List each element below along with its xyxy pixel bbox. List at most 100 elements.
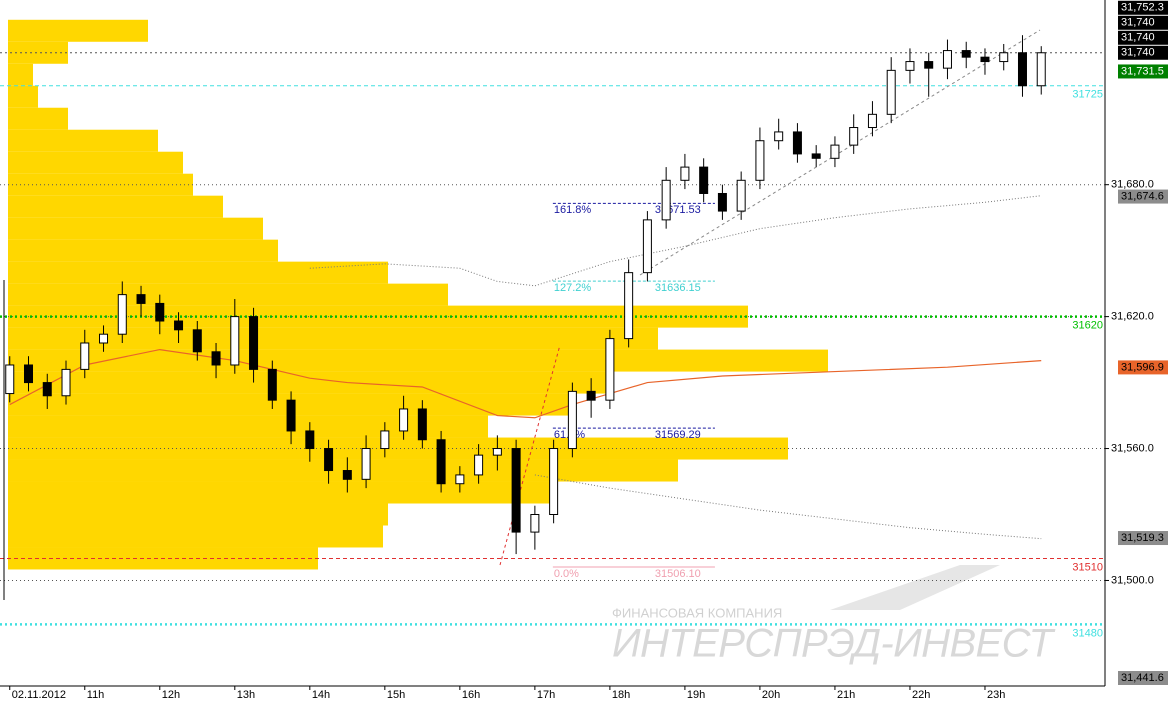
x-tick-label: 15h	[387, 689, 405, 701]
fib-value: 31506.10	[655, 568, 701, 580]
candle-body	[249, 316, 259, 370]
x-tick-label: 20h	[762, 689, 780, 701]
candle-body	[624, 272, 634, 340]
price-tag-label: 31,740	[1121, 47, 1155, 59]
x-tick-label: 11h	[87, 689, 105, 701]
candle-body	[286, 399, 296, 432]
price-tag	[1118, 0, 1168, 15]
volume-profile-bar	[8, 327, 658, 350]
candle-body	[361, 448, 371, 480]
candle-body	[80, 342, 90, 370]
price-tag	[1118, 45, 1168, 60]
candle-body	[849, 127, 859, 146]
candle-body	[155, 302, 165, 322]
candle-body	[830, 144, 840, 159]
candle-body	[5, 364, 15, 395]
candle-body	[680, 166, 690, 181]
volume-profile-bar	[8, 283, 448, 306]
candle-body	[605, 338, 615, 401]
candle-body	[230, 316, 240, 366]
price-tag-label: 31,740	[1121, 17, 1155, 29]
candle-body	[511, 448, 521, 533]
candle-body	[980, 56, 990, 63]
candle-body	[717, 192, 727, 212]
candle-body	[567, 390, 577, 450]
volume-profile-bar	[8, 437, 788, 460]
moving-average	[9, 348, 1042, 419]
candle-body	[399, 408, 409, 432]
price-tag-label: 31,441.6	[1121, 672, 1164, 684]
price-tag-label: 31,752.3	[1121, 2, 1164, 14]
price-tag-label: 31,674.6	[1121, 190, 1164, 202]
fib-trend-line	[499, 344, 561, 566]
price-tag-label: 31,596.9	[1121, 361, 1164, 373]
fib-percent: 0.0%	[554, 568, 579, 580]
watermark: ФИНАНСОВАЯ КОМПАНИЯ ИНТЕРСПРЭД-ИНВЕСТ	[612, 565, 1053, 666]
volume-profile-bar	[8, 195, 223, 218]
price-tag	[1118, 64, 1168, 79]
candle-body	[699, 166, 709, 194]
candle-body	[267, 368, 277, 401]
candle-body	[211, 351, 221, 366]
candle-body	[24, 364, 34, 384]
candle-body	[99, 333, 109, 344]
x-tick-label: 22h	[912, 689, 930, 701]
candle-body	[1017, 52, 1027, 87]
fib-value: 31569.29	[655, 429, 701, 441]
trend-line	[639, 29, 1041, 276]
price-tag	[1118, 15, 1168, 30]
candle-body	[305, 430, 315, 450]
band-line	[309, 195, 1042, 287]
volume-profile-bar	[8, 305, 748, 328]
candle-body	[342, 470, 352, 480]
candle-body	[324, 448, 334, 472]
volume-profile-bar	[8, 107, 68, 130]
candle-body	[755, 140, 765, 181]
candle-body	[961, 50, 971, 58]
candle-body	[117, 294, 127, 335]
candle-body	[586, 390, 596, 401]
price-tag	[1118, 531, 1168, 546]
volume-profile-bar	[8, 151, 183, 174]
candle-body	[867, 113, 877, 129]
volume-profile-bar	[8, 129, 158, 152]
x-tick-label: 18h	[612, 689, 630, 701]
x-tick-label: 02.11.2012	[12, 689, 66, 701]
candle-body	[136, 294, 146, 304]
candle-body	[924, 61, 934, 69]
volume-profile-bar	[8, 41, 68, 64]
price-tag	[1118, 30, 1168, 45]
x-tick-label: 17h	[537, 689, 555, 701]
level-label: 31620	[1072, 320, 1103, 332]
x-tick-label: 13h	[237, 689, 255, 701]
candle-body	[774, 131, 784, 142]
fib-percent: 161.8%	[554, 204, 592, 216]
candle-body	[642, 219, 652, 274]
y-tick-label: 31,500.0	[1111, 574, 1154, 586]
price-tag	[1118, 671, 1168, 685]
price-tag	[1118, 360, 1168, 375]
candle-body	[1036, 52, 1046, 87]
level-label: 31480	[1072, 627, 1103, 639]
price-tag-label: 31,740	[1121, 32, 1155, 44]
volume-profile-bar	[8, 63, 33, 86]
watermark-line1: ФИНАНСОВАЯ КОМПАНИЯ	[612, 605, 782, 620]
volume-profile-bar	[8, 349, 828, 372]
candle-body	[811, 153, 821, 159]
candle-body	[61, 368, 71, 397]
y-tick-label: 31,620.0	[1111, 311, 1154, 323]
candle-body	[436, 439, 446, 485]
volume-profile-bar	[8, 525, 383, 548]
candle-body	[530, 514, 540, 533]
candle-body	[492, 448, 502, 456]
candle-body	[174, 320, 184, 331]
candle-body	[792, 131, 802, 155]
candle-body	[380, 430, 390, 450]
volume-profile-bar	[8, 217, 263, 240]
candle-body	[417, 408, 427, 441]
volume-profile-bar	[8, 415, 488, 438]
level-label: 31510	[1072, 561, 1103, 573]
volume-profile-bar	[8, 481, 558, 504]
candle-body	[736, 179, 746, 212]
